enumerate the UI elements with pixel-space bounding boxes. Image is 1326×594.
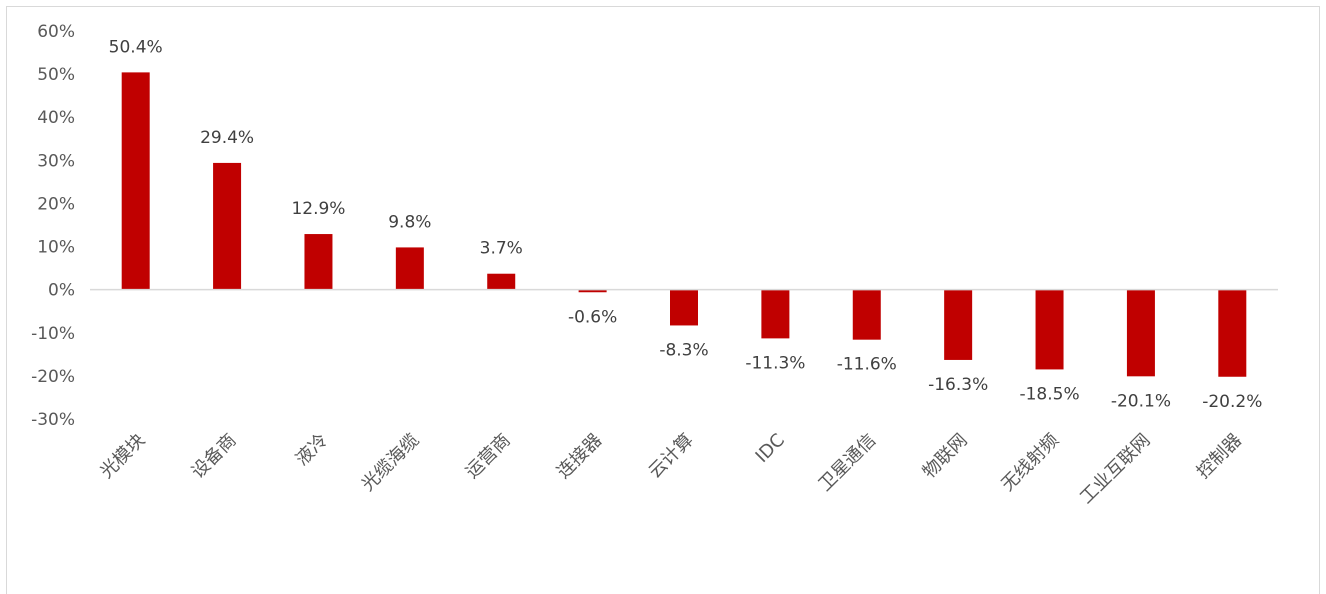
x-axis: 光模块 设备商 液冷 光缆海缆 运营商 连接器 云计算 IDC 卫星通信 物联网 无线射频 工业互联网… [96, 430, 1246, 508]
chart-frame [6, 6, 1320, 594]
bar [304, 234, 333, 290]
y-tick-label: 0% [48, 281, 75, 301]
bars [121, 72, 1247, 377]
data-label: 29.4% [200, 128, 254, 148]
y-tick-label: 50% [37, 65, 75, 85]
data-labels: 50.4% 29.4% 12.9% 9.8% 3.7% -0.6% -8.3% -11.3% -… [109, 37, 1263, 411]
category-label: 工业互联网 [1076, 430, 1154, 508]
bar [213, 162, 242, 290]
data-label: -16.3% [928, 375, 988, 395]
category-label: 光缆海缆 [358, 430, 424, 496]
bar [1126, 289, 1155, 377]
bar [944, 289, 973, 360]
data-label: -11.6% [837, 355, 897, 375]
category-label: 设备商 [188, 430, 241, 483]
y-tick-label: 60% [37, 22, 75, 42]
data-label: 9.8% [388, 212, 431, 232]
bar [670, 289, 698, 326]
category-label: 物联网 [919, 430, 972, 483]
data-label: -18.5% [1019, 384, 1079, 404]
bar [487, 273, 516, 290]
category-label: IDC [752, 430, 789, 467]
bar [1035, 289, 1064, 370]
data-label: 3.7% [480, 239, 523, 259]
bar [578, 289, 607, 293]
y-tick-label: -20% [31, 367, 75, 387]
y-tick-label: 20% [37, 194, 75, 214]
data-label: -11.3% [745, 353, 805, 373]
category-label: 控制器 [1193, 430, 1246, 483]
category-label: 无线射频 [997, 430, 1063, 496]
bar [121, 72, 150, 290]
y-tick-label: 10% [37, 238, 75, 258]
y-tick-label: 40% [37, 108, 75, 128]
data-label: -20.1% [1111, 391, 1171, 411]
data-label: 50.4% [109, 37, 163, 57]
bar [395, 247, 424, 290]
y-tick-label: 30% [37, 151, 75, 171]
y-tick-label: -30% [31, 410, 75, 430]
y-tick-label: -10% [31, 324, 75, 344]
data-label: 12.9% [291, 199, 345, 219]
bar [852, 289, 881, 340]
category-label: 卫星通信 [815, 430, 881, 496]
y-axis: 60% 50% 40% 30% 20% 10% 0% -10% -20% -30% [31, 22, 75, 430]
category-label: 光模块 [96, 430, 149, 483]
data-label: -20.2% [1202, 392, 1262, 412]
bar [1218, 289, 1247, 377]
category-label: 液冷 [292, 430, 332, 470]
category-label: 运营商 [462, 430, 515, 483]
data-label: -8.3% [659, 340, 708, 360]
category-label: 云计算 [645, 430, 698, 483]
data-label: -0.6% [568, 307, 617, 327]
category-label: 连接器 [553, 430, 606, 483]
bar [761, 289, 790, 339]
